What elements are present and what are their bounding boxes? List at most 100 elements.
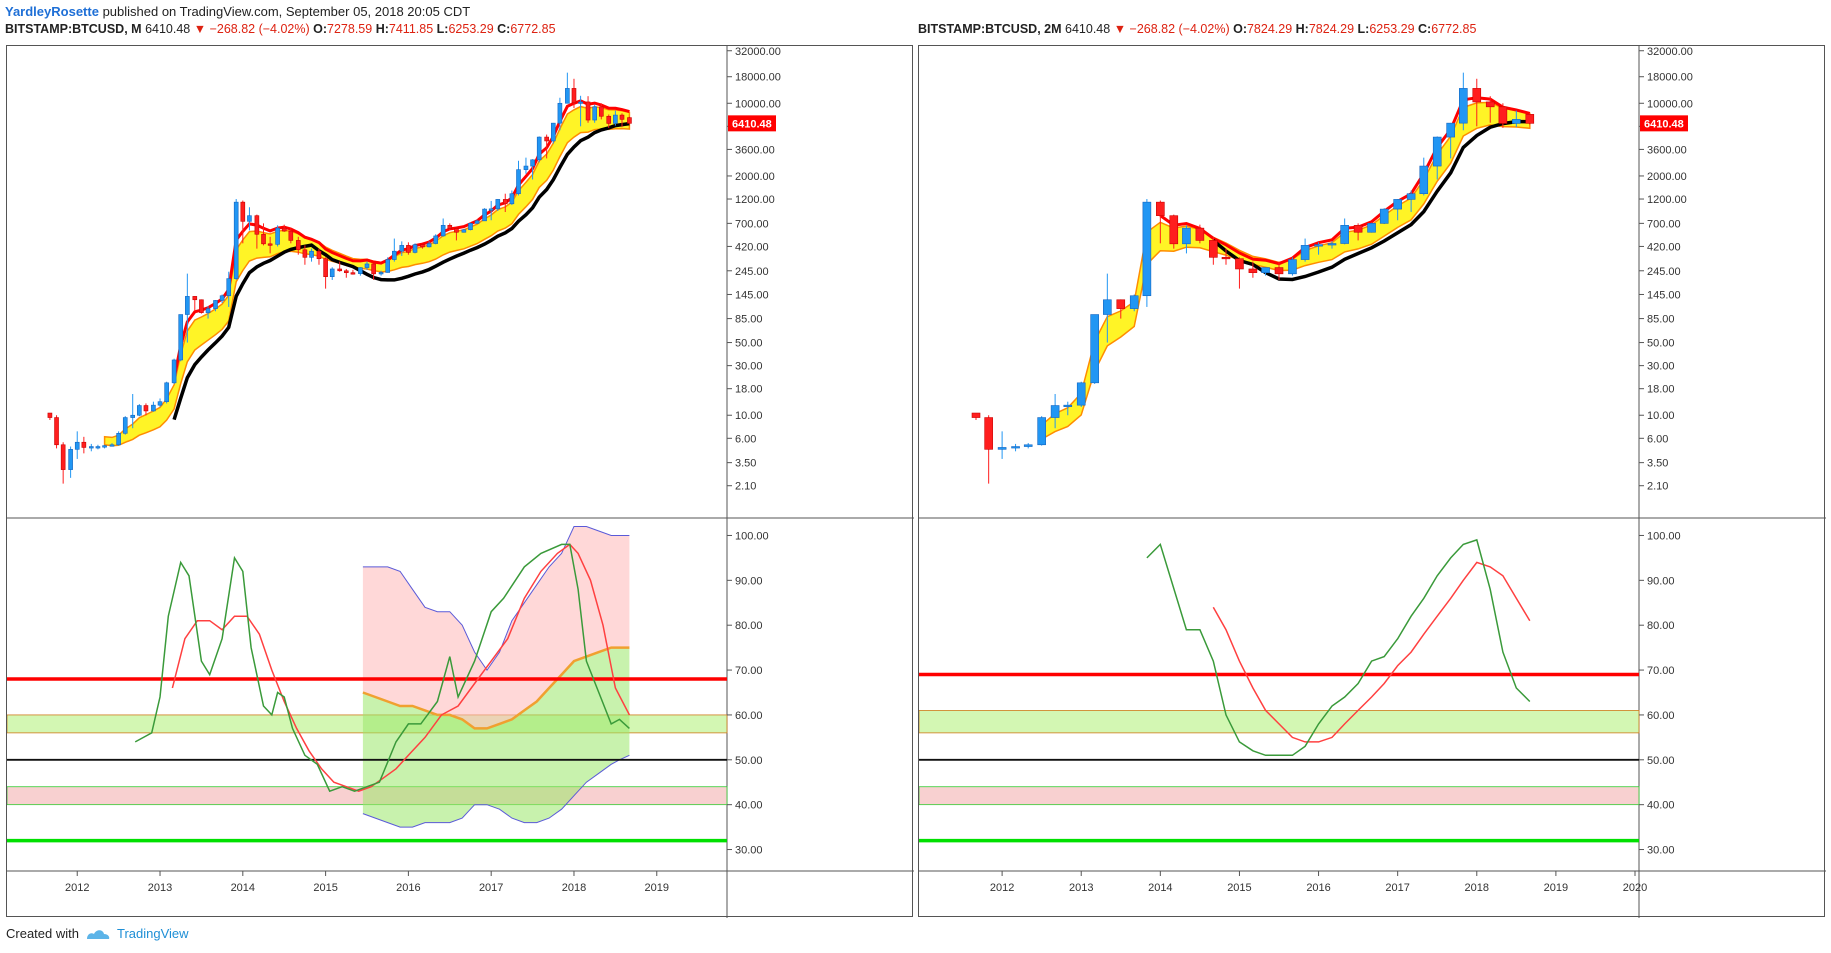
right-x-tick-label: 2012 — [990, 882, 1014, 894]
left-bb-upper-line — [362, 526, 630, 671]
left-candle-body — [60, 444, 66, 470]
left-candle-body — [95, 446, 101, 449]
right-candle-body — [1129, 295, 1139, 309]
tradingview-link[interactable]: TradingView — [116, 926, 189, 941]
right-high: 7824.29 — [1308, 22, 1355, 36]
left-candle-body — [199, 299, 204, 313]
right-candle-body — [1379, 208, 1389, 224]
left-candle-body — [281, 227, 287, 232]
right-chart-panel[interactable]: 32000.0018000.0010000.006000.003600.0020… — [918, 45, 1826, 918]
right-candle-body — [1498, 106, 1508, 124]
tradingview-logo-icon — [86, 929, 110, 939]
right-candle-body — [1235, 258, 1244, 270]
left-candle-body — [213, 300, 218, 309]
left-candle-body — [226, 278, 232, 297]
left-x-tick-label: 2017 — [479, 882, 503, 894]
left-y-tick-label: 50.00 — [735, 338, 763, 350]
left-candle-body — [261, 233, 266, 245]
right-x-axis: 2012 2013 2014 2015 2016 2017 2018 2019 2020 — [990, 871, 1647, 894]
left-x-tick-label: 2014 — [231, 882, 255, 894]
right-rsi-tick-label: 80.00 — [1647, 620, 1675, 632]
right-candle-body — [1446, 122, 1455, 138]
right-y-tick-label: 6.00 — [1647, 433, 1668, 445]
left-candle-body — [323, 258, 328, 277]
left-candle-body — [613, 114, 618, 124]
right-x-tick-label: 2019 — [1544, 882, 1568, 894]
right-candle-body — [1156, 201, 1165, 216]
right-rsi-pink-band — [918, 786, 1640, 806]
left-y-tick-label: 2.10 — [735, 481, 756, 493]
right-y-tick-label: 420.00 — [1647, 241, 1681, 253]
right-candle-body — [1116, 299, 1126, 309]
right-ema-ribbon — [1040, 101, 1531, 441]
left-candle-body — [233, 201, 239, 279]
left-rsi-fast-green — [134, 543, 630, 793]
right-y-tick-label: 2000.00 — [1647, 171, 1687, 183]
left-candle-body — [275, 227, 280, 245]
author-link[interactable]: YardleyRosette — [5, 4, 99, 19]
left-candle-body — [433, 235, 439, 244]
right-ma-black-line — [1212, 119, 1530, 282]
left-rsi-tick-label: 50.00 — [735, 755, 763, 767]
right-candle-body — [1103, 299, 1112, 315]
left-chart-header: BITSTAMP:BTCUSD, M 6410.48 ▼ −268.82 (−4… — [5, 22, 556, 36]
left-candle-body — [447, 225, 453, 229]
left-chart-panel[interactable]: 32000.0018000.0010000.006000.003600.0020… — [6, 45, 914, 918]
left-candle-body — [598, 106, 604, 117]
left-candle-body — [178, 314, 184, 361]
right-x-tick-label: 2015 — [1227, 882, 1251, 894]
left-candle-body — [151, 404, 156, 412]
right-x-tick-label: 2013 — [1069, 882, 1093, 894]
right-candle-body — [1485, 101, 1495, 108]
left-rsi-tick-label: 70.00 — [735, 665, 763, 677]
left-candle-body — [495, 199, 501, 210]
left-price-y-axis: 32000.0018000.0010000.006000.003600.0020… — [727, 46, 781, 493]
right-chart-svg[interactable]: 32000.0018000.0010000.006000.003600.0020… — [918, 46, 1826, 918]
left-rsi-tick-label: 40.00 — [735, 800, 763, 812]
left-y-tick-label: 145.00 — [735, 289, 769, 301]
right-candle-body — [1037, 417, 1046, 446]
left-candle-body — [544, 136, 549, 142]
left-chart-svg[interactable]: 32000.0018000.0010000.006000.003600.0020… — [6, 46, 914, 918]
right-y-tick-label: 10.00 — [1647, 410, 1675, 422]
right-candle-body — [1314, 244, 1323, 247]
left-candle-body — [143, 405, 149, 412]
left-candle-body — [116, 433, 121, 446]
left-candle-body — [130, 414, 136, 418]
right-candle-body — [1512, 119, 1521, 124]
footer: Created with TradingView — [6, 926, 189, 941]
left-high: 7411.85 — [388, 22, 434, 36]
left-candle-body — [47, 412, 53, 418]
left-x-axis: 2012 2013 2014 2015 2016 2017 2018 2019 — [65, 871, 669, 894]
right-candle-body — [1419, 165, 1429, 195]
left-candle-body — [461, 229, 467, 233]
left-last-price: 6410.48 — [145, 22, 191, 36]
right-chart-header: BITSTAMP:BTCUSD, 2M 6410.48 ▼ −268.82 (−… — [918, 22, 1477, 36]
left-candle-body — [81, 441, 87, 448]
right-candle-body — [1300, 245, 1310, 260]
left-candle-body — [536, 136, 542, 161]
right-candle-body — [984, 417, 993, 450]
left-candle-body — [371, 263, 376, 275]
left-candle-body — [482, 208, 487, 222]
right-candle-body — [1221, 257, 1231, 260]
left-rsi-tick-label: 80.00 — [735, 620, 763, 632]
left-candle-body — [185, 296, 190, 315]
right-rsi-green-band — [918, 710, 1640, 734]
left-candle-body — [240, 201, 246, 222]
left-y-tick-label: 1200.00 — [735, 194, 775, 206]
right-y-tick-label: 32000.00 — [1647, 46, 1693, 58]
right-candle-body — [1142, 201, 1152, 297]
left-candle-body — [205, 308, 211, 313]
left-ma-black-line — [172, 121, 630, 421]
right-x-tick-label: 2014 — [1148, 882, 1172, 894]
left-candle-body — [329, 268, 335, 277]
left-candle-body — [192, 296, 198, 301]
right-candle-body — [1367, 223, 1376, 233]
left-candle-body — [578, 101, 583, 104]
left-candle-body — [585, 101, 591, 121]
left-candle-body — [164, 382, 169, 402]
left-candle-body — [385, 259, 390, 273]
right-interval: 2M — [1044, 22, 1062, 36]
left-symbol: BITSTAMP:BTCUSD — [5, 22, 125, 36]
